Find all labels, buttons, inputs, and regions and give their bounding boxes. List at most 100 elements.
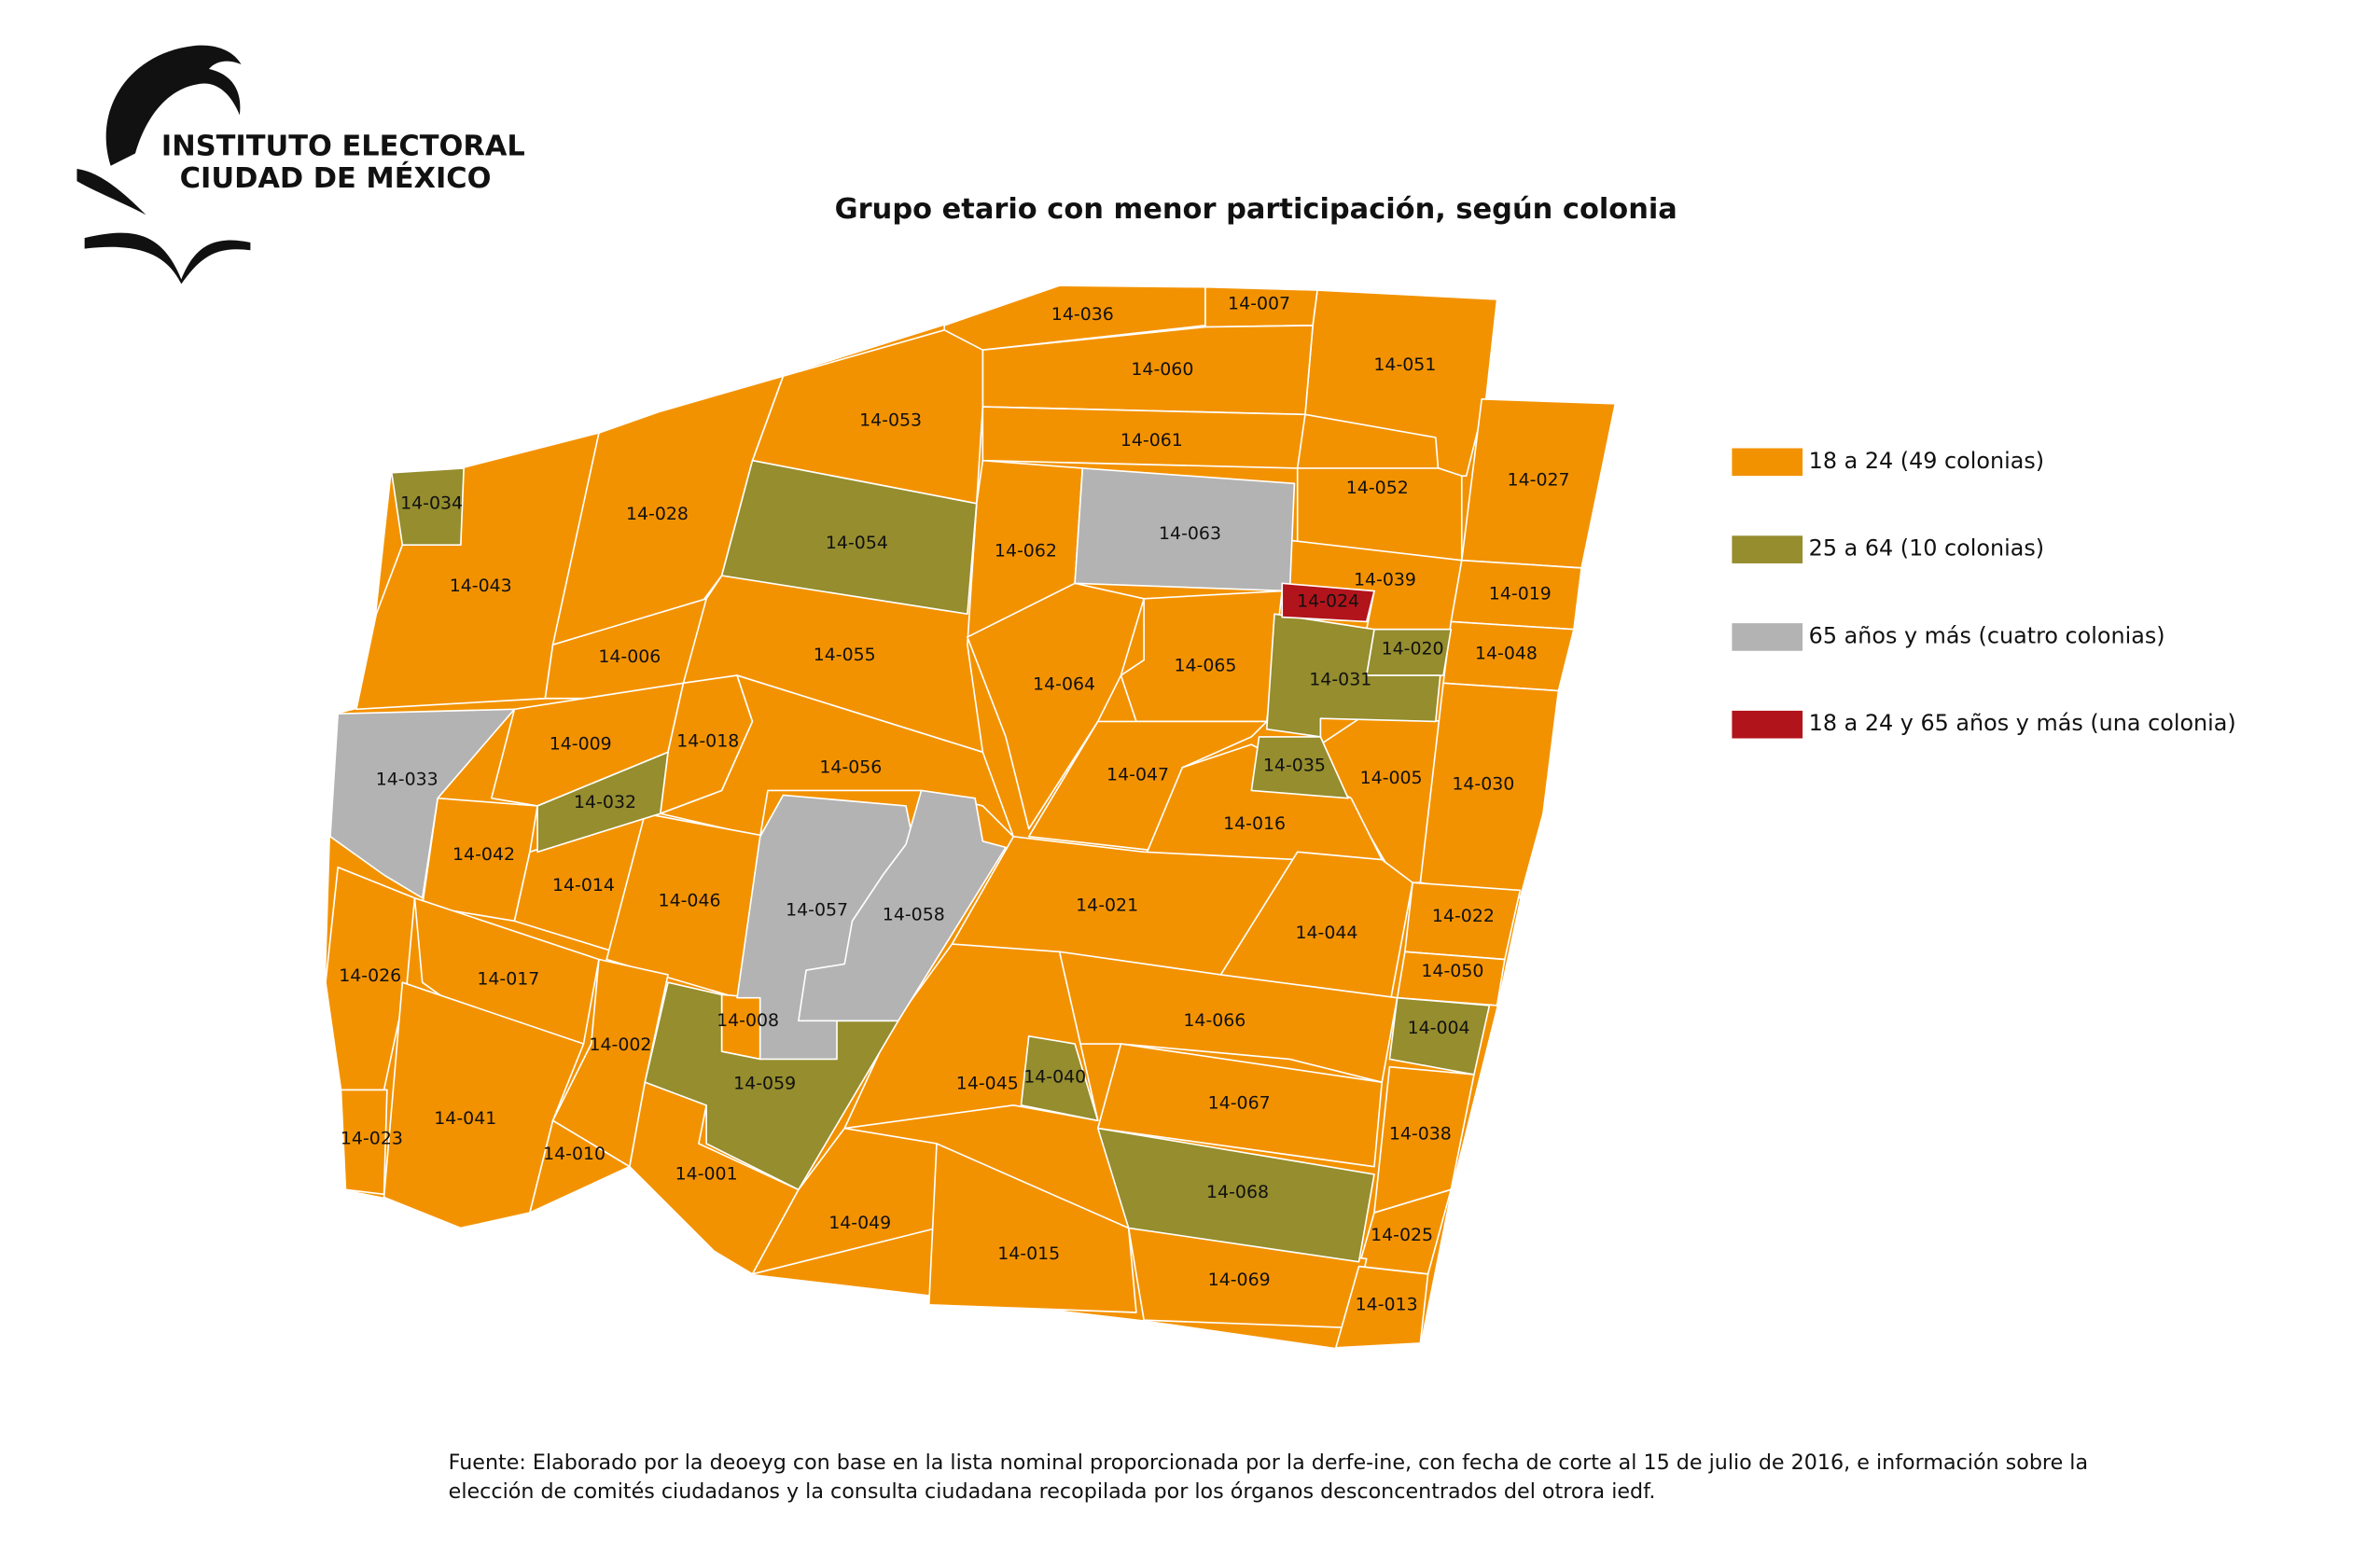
region-label: 14-001 xyxy=(675,1163,738,1184)
region-label: 14-009 xyxy=(550,734,612,755)
region xyxy=(1388,996,1491,1076)
region-label: 14-048 xyxy=(1475,644,1538,664)
region-label: 14-028 xyxy=(626,504,689,524)
region-label: 14-063 xyxy=(1159,523,1221,544)
region-label: 14-015 xyxy=(997,1243,1060,1264)
region xyxy=(720,459,978,616)
legend-label: 65 años y más (cuatro colonias) xyxy=(1809,622,2165,648)
region xyxy=(1250,736,1349,799)
map-title: Grupo etario con menor participación, se… xyxy=(835,193,1677,226)
region-label: 14-034 xyxy=(400,493,463,513)
region-label: 14-043 xyxy=(450,576,512,596)
region xyxy=(1058,951,1399,1083)
region-label: 14-017 xyxy=(477,968,539,989)
region xyxy=(967,582,1145,830)
region-label: 14-047 xyxy=(1106,765,1169,785)
region-label: 14-066 xyxy=(1183,1010,1246,1031)
region-label: 14-046 xyxy=(659,890,721,910)
region-label: 14-027 xyxy=(1508,470,1570,491)
footnote-line: elección de comités ciudadanos y la cons… xyxy=(449,1479,1656,1504)
region-label: 14-008 xyxy=(717,1010,779,1031)
region-label: 14-002 xyxy=(589,1034,651,1055)
region xyxy=(1396,951,1506,1007)
region-label: 14-021 xyxy=(1076,895,1138,915)
region-label: 14-064 xyxy=(1033,673,1095,694)
region-label: 14-039 xyxy=(1354,570,1416,590)
region-label: 14-031 xyxy=(1309,670,1371,690)
region-label: 14-065 xyxy=(1174,656,1236,676)
region xyxy=(536,751,669,854)
region-label: 14-010 xyxy=(543,1144,605,1164)
region-label: 14-044 xyxy=(1295,923,1357,943)
legend-label: 25 a 64 (10 colonias) xyxy=(1809,535,2044,562)
region-label: 14-005 xyxy=(1360,768,1423,788)
region-label: 14-055 xyxy=(814,645,876,665)
region-label: 14-061 xyxy=(1120,430,1183,451)
region xyxy=(659,674,1015,838)
region xyxy=(529,1119,631,1214)
region-label: 14-052 xyxy=(1346,478,1409,498)
region xyxy=(1265,613,1441,738)
region xyxy=(1419,682,1560,899)
region-label: 14-014 xyxy=(552,875,615,896)
region-label: 14-024 xyxy=(1297,591,1359,612)
region-label: 14-042 xyxy=(452,844,515,865)
legend-swatch xyxy=(1732,448,1803,477)
legend-swatch xyxy=(1732,710,1803,739)
region-label: 14-041 xyxy=(434,1108,496,1129)
region-label: 14-004 xyxy=(1408,1018,1470,1038)
region-label: 14-036 xyxy=(1051,304,1114,325)
region-label: 14-016 xyxy=(1223,813,1286,834)
logo-base xyxy=(84,232,251,285)
region-label: 14-025 xyxy=(1371,1225,1433,1245)
region xyxy=(329,708,516,899)
logo-wing xyxy=(77,169,146,215)
region-label: 14-007 xyxy=(1228,293,1290,313)
legend-swatch xyxy=(1732,535,1803,563)
map: 14-036 14-007 14-051 14-060 14-053 14-061 14-0… xyxy=(325,285,1617,1349)
region-label: 14-038 xyxy=(1389,1124,1452,1145)
logo-line1: INSTITUTO ELECTORAL xyxy=(161,130,525,162)
region-label: 14-058 xyxy=(883,904,945,924)
region xyxy=(751,1127,938,1275)
logo: INSTITUTO ELECTORAL CIUDAD DE MÉXICO xyxy=(77,45,525,285)
region-label: 14-059 xyxy=(733,1073,796,1093)
region xyxy=(1219,851,1413,1007)
region xyxy=(927,1143,1137,1313)
region xyxy=(1296,467,1463,562)
region-label: 14-018 xyxy=(676,730,739,751)
region-label: 14-020 xyxy=(1382,639,1444,659)
region-label: 14-019 xyxy=(1489,583,1552,604)
region-label: 14-006 xyxy=(598,646,661,667)
region-label: 14-045 xyxy=(956,1073,1019,1093)
region-label: 14-069 xyxy=(1208,1270,1271,1290)
legend-swatch xyxy=(1732,623,1803,651)
region-label: 14-056 xyxy=(819,757,882,777)
region-label: 14-054 xyxy=(826,533,888,553)
region-label: 14-040 xyxy=(1023,1067,1086,1088)
region-label: 14-013 xyxy=(1356,1294,1418,1314)
region-label: 14-050 xyxy=(1421,961,1483,981)
legend-label: 18 a 24 y 65 años y más (una colonia) xyxy=(1809,710,2236,736)
region-label: 14-060 xyxy=(1131,359,1193,380)
region-label: 14-033 xyxy=(376,769,438,789)
legend-label: 18 a 24 (49 colonias) xyxy=(1809,448,2044,474)
region-label: 14-023 xyxy=(341,1129,403,1149)
region-label: 14-032 xyxy=(574,792,636,812)
region xyxy=(1335,1265,1429,1349)
footnote-line: Fuente: Elaborado por la deoeyg con base… xyxy=(449,1451,2088,1475)
region-label: 14-068 xyxy=(1206,1182,1269,1202)
logo-bird xyxy=(105,45,242,166)
region xyxy=(1143,743,1384,861)
region-label: 14-026 xyxy=(339,965,401,986)
region-label: 14-067 xyxy=(1208,1093,1271,1114)
region-label: 14-022 xyxy=(1432,906,1495,926)
region-label: 14-057 xyxy=(786,899,848,920)
logo-line2: CIUDAD DE MÉXICO xyxy=(180,161,492,195)
region xyxy=(390,467,465,547)
region-label: 14-051 xyxy=(1373,354,1436,375)
legend: 18 a 24 (49 colonias) 25 a 64 (10 colonia… xyxy=(1732,448,2236,739)
region xyxy=(1096,1043,1384,1168)
region xyxy=(798,789,1007,1022)
